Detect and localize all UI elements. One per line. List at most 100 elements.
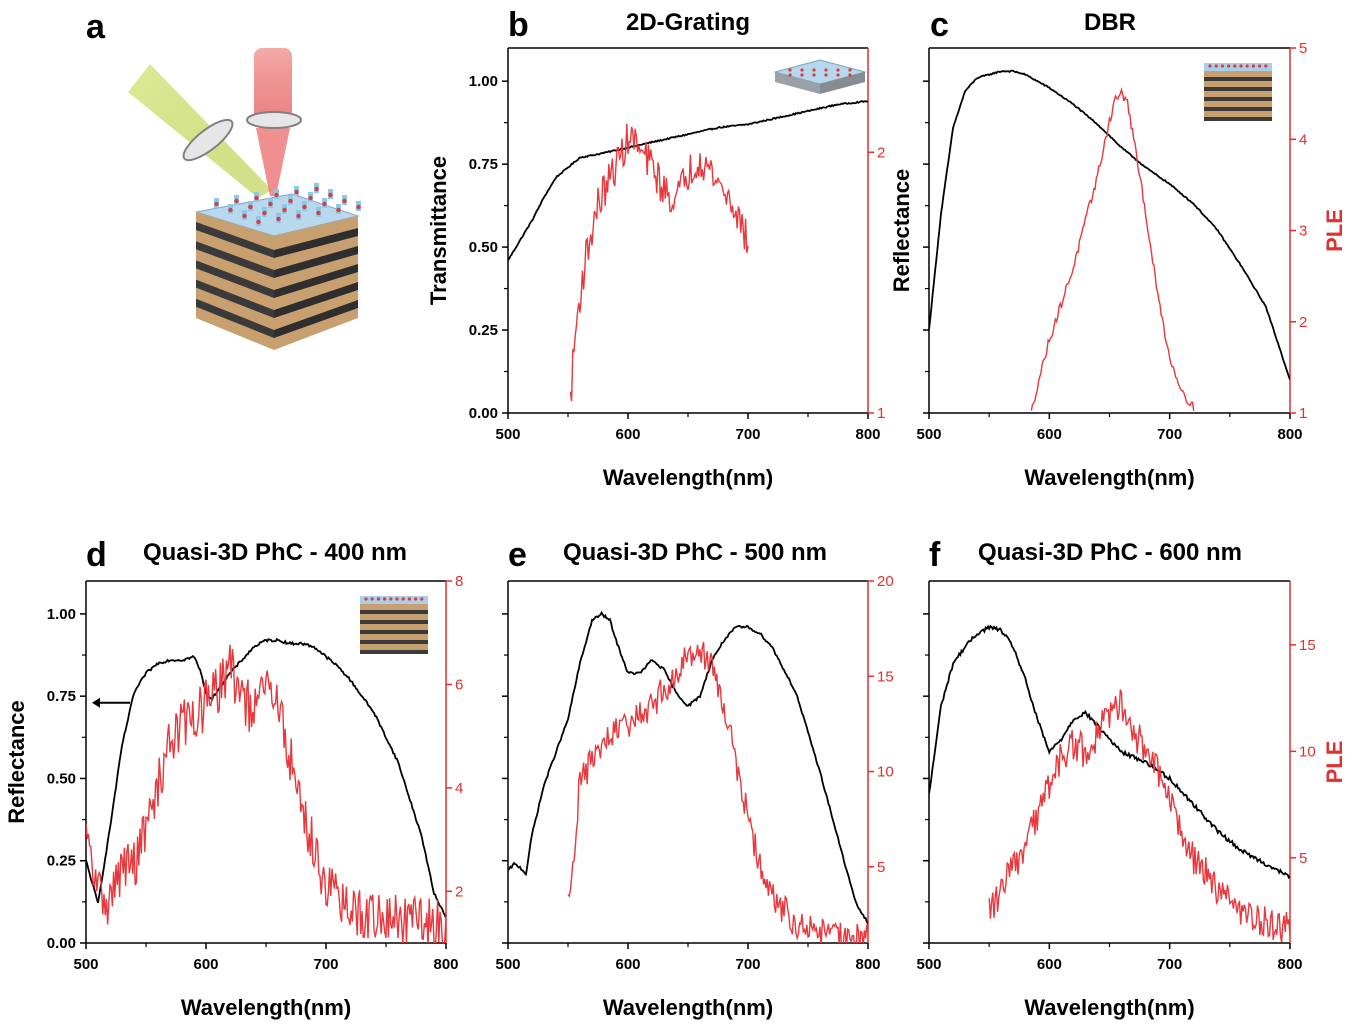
y-axis-title: Transmittance <box>426 156 451 305</box>
x-tick-label: 700 <box>735 956 760 973</box>
quantum-dot <box>342 198 347 204</box>
quantum-dot <box>356 204 361 210</box>
y-axis-title: Reflectance <box>4 700 29 824</box>
x-tick-label: 700 <box>313 956 338 973</box>
chart-panel-d: d Quasi-3D PhC - 400 nm 500 600 700 800 Wavele… <box>4 536 463 1020</box>
y-axis-title: Reflectance <box>889 169 914 293</box>
stack-layer <box>274 300 358 338</box>
y-right-tick-label: 15 <box>1299 637 1316 654</box>
stack-layer <box>196 241 274 278</box>
panel-letter-f: f <box>929 536 941 574</box>
plot-area <box>929 624 1290 943</box>
stack-layer <box>196 222 274 258</box>
dbr-stack <box>195 183 361 350</box>
inset-dot <box>1220 64 1224 68</box>
inset-layer <box>1204 91 1272 97</box>
inset-dot <box>812 68 816 72</box>
x-tick-label: 500 <box>73 956 98 973</box>
y-right-tick-label: 10 <box>877 764 894 781</box>
inset-dot <box>389 597 393 601</box>
y-tick-label: 0.25 <box>47 853 76 870</box>
y-right-tick-label: 1 <box>877 405 885 422</box>
chart-panel-c: c DBR 500 600 700 800 Wavelength(nm) Reflectanc… <box>889 6 1347 490</box>
series-line-ple <box>1030 87 1195 411</box>
inset-layer <box>360 644 428 650</box>
quantum-dot <box>328 192 333 198</box>
inset-dot <box>1258 64 1262 68</box>
inset-dot <box>848 68 852 72</box>
quantum-dot <box>256 219 261 225</box>
inset-layer <box>1204 87 1272 91</box>
inset-dot <box>836 68 840 72</box>
x-tick-label: 500 <box>916 426 941 443</box>
quantum-dot <box>268 201 273 207</box>
quantum-dot <box>294 189 299 195</box>
y-right-tick-label: 20 <box>877 573 894 590</box>
quantum-dot <box>234 198 239 204</box>
y-right-tick-label: 2 <box>877 144 885 161</box>
x-tick-label: 500 <box>916 956 941 973</box>
chart-title: Quasi-3D PhC - 600 nm <box>978 539 1242 566</box>
inset-dot <box>824 73 828 77</box>
inset-layer <box>1204 97 1272 101</box>
inset-layer <box>1204 117 1272 121</box>
quantum-dot <box>276 216 281 222</box>
chart-title: DBR <box>1084 9 1136 36</box>
x-tick-label: 800 <box>1277 426 1302 443</box>
inset-dot <box>788 68 792 72</box>
stack-layer <box>196 298 274 338</box>
inset-dot <box>1214 64 1218 68</box>
y-tick-label: 0.00 <box>47 935 76 952</box>
inset-dot <box>395 597 399 601</box>
plot-area <box>929 69 1290 411</box>
x-axis-title: Wavelength(nm) <box>603 995 773 1020</box>
inset-dot <box>788 73 792 77</box>
inset-side <box>775 72 820 94</box>
y-right-tick-label: 6 <box>455 676 463 693</box>
inset-dot <box>370 597 374 601</box>
stack-stripes <box>196 222 358 338</box>
x-axis-title: Wavelength(nm) <box>181 995 351 1020</box>
series-line-transmittance <box>508 100 868 261</box>
y-tick-label: 1.00 <box>469 73 498 90</box>
panel-letter-b: b <box>508 6 529 44</box>
inset-dot <box>383 597 387 601</box>
stack-pillars <box>214 183 361 226</box>
stack-layer <box>274 228 358 258</box>
x-tick-label: 800 <box>855 426 880 443</box>
x-tick-label: 600 <box>193 956 218 973</box>
inset-layer <box>360 624 428 630</box>
inset-dot <box>800 68 804 72</box>
y-right-tick-label: 5 <box>877 859 885 876</box>
excitation-beam <box>128 64 272 198</box>
inset-dot <box>1245 64 1249 68</box>
inset-dot <box>414 597 418 601</box>
series-line- <box>508 610 868 925</box>
inset-dot <box>1227 64 1231 68</box>
inset-layer <box>1204 71 1272 77</box>
stack-layer <box>196 279 274 318</box>
inset-layer <box>360 604 428 610</box>
chart-title: Quasi-3D PhC - 500 nm <box>563 539 827 566</box>
x-tick-label: 800 <box>1277 956 1302 973</box>
axis-arrow-head <box>92 697 100 708</box>
y-right-tick-label: 2 <box>1299 314 1307 331</box>
inset-layer <box>1204 111 1272 117</box>
quantum-dot <box>314 186 319 192</box>
y-tick-label: 0.75 <box>469 156 498 173</box>
y-right-axis-title: PLE <box>1322 741 1347 784</box>
chart-title: 2D-Grating <box>626 9 750 36</box>
panel-letter-a: a <box>86 8 106 46</box>
y-right-tick-label: 15 <box>877 668 894 685</box>
quantum-dot <box>322 201 327 207</box>
chart-panel-b: b 2D-Grating 500 600 700 800 Wavelength(nm) 0.0… <box>426 6 885 490</box>
quantum-dot <box>254 195 259 201</box>
chart-title: Quasi-3D PhC - 400 nm <box>143 539 407 566</box>
inset-dot <box>376 597 380 601</box>
y-tick-label: 0.75 <box>47 688 76 705</box>
panel-letter-e: e <box>508 536 527 574</box>
plot-area <box>508 610 868 943</box>
stack-layer <box>196 260 274 298</box>
lens-right <box>246 111 302 129</box>
stack-layer <box>274 246 358 278</box>
